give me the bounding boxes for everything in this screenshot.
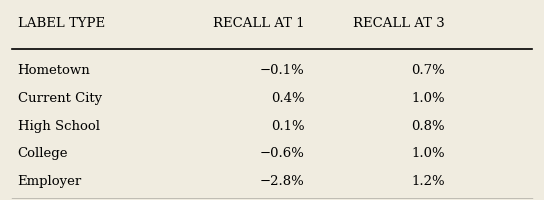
Text: 1.0%: 1.0% [412,147,445,160]
Text: −2.8%: −2.8% [259,175,305,188]
Text: −0.6%: −0.6% [259,147,305,160]
Text: 0.8%: 0.8% [412,120,445,133]
Text: RECALL AT 1: RECALL AT 1 [213,17,305,30]
Text: 0.7%: 0.7% [411,64,445,77]
Text: 0.1%: 0.1% [271,120,305,133]
Text: High School: High School [17,120,100,133]
Text: 0.4%: 0.4% [271,92,305,105]
Text: LABEL TYPE: LABEL TYPE [17,17,105,30]
Text: Hometown: Hometown [17,64,90,77]
Text: RECALL AT 3: RECALL AT 3 [354,17,445,30]
Text: Current City: Current City [17,92,102,105]
Text: −0.1%: −0.1% [259,64,305,77]
Text: College: College [17,147,68,160]
Text: 1.2%: 1.2% [412,175,445,188]
Text: Employer: Employer [17,175,82,188]
Text: 1.0%: 1.0% [412,92,445,105]
